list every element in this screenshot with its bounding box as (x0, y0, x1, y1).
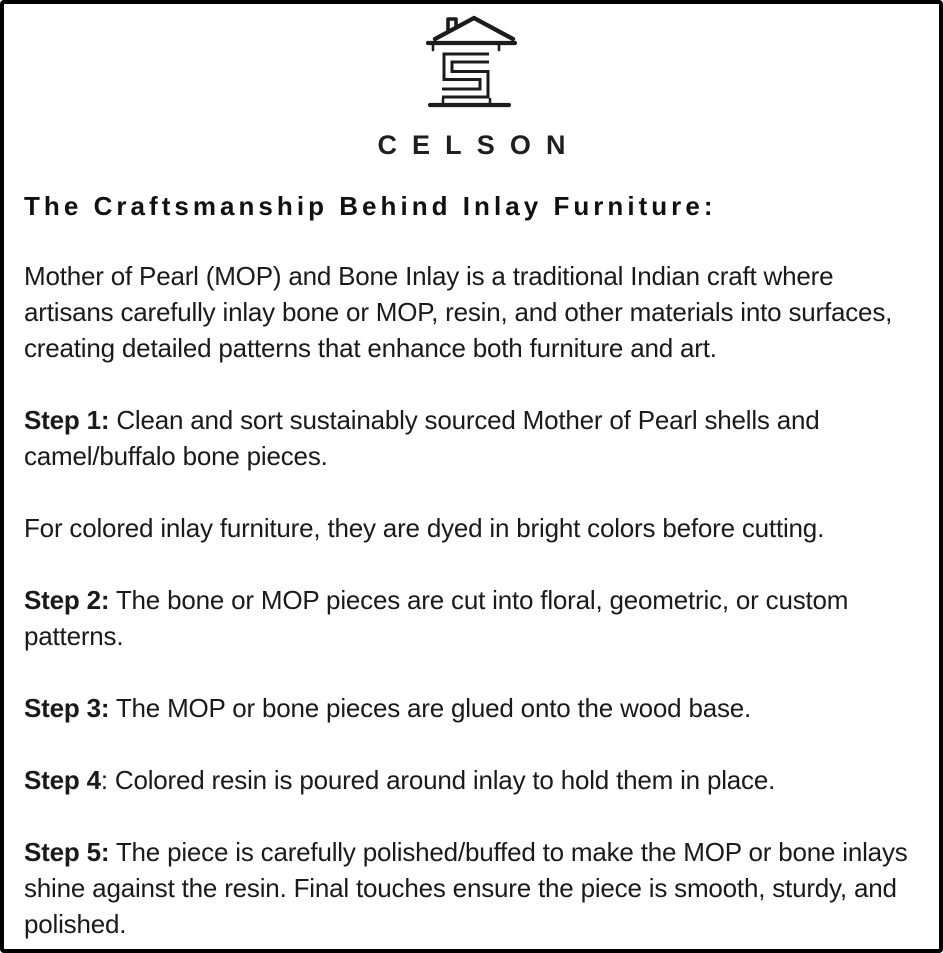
paragraph-text: The bone or MOP pieces are cut into flor… (24, 585, 849, 651)
step-label: Step 1: (24, 405, 110, 435)
paragraph-colored-inlay-note: For colored inlay furniture, they are dy… (24, 510, 921, 546)
step-label: Step 4 (24, 765, 101, 795)
paragraph-step-3: Step 3: The MOP or bone pieces are glued… (24, 690, 921, 726)
paragraph-text: The MOP or bone pieces are glued onto th… (109, 693, 752, 723)
paragraph-text: Mother of Pearl (MOP) and Bone Inlay is … (24, 261, 893, 363)
brand-wordmark: CELSON (377, 130, 581, 160)
section-heading: The Craftsmanship Behind Inlay Furniture… (24, 191, 717, 221)
celson-house-logo-icon (425, 15, 517, 108)
paragraph-step-4: Step 4: Colored resin is poured around i… (24, 762, 921, 798)
step-label: Step 5: (24, 837, 110, 867)
paragraph-step-1: Step 1: Clean and sort sustainably sourc… (24, 402, 921, 474)
paragraph-intro: Mother of Pearl (MOP) and Bone Inlay is … (24, 258, 921, 366)
paragraph-text: The piece is carefully polished/buffed t… (24, 837, 908, 939)
paragraph-step-2: Step 2: The bone or MOP pieces are cut i… (24, 582, 921, 654)
logo-container (22, 12, 921, 112)
paragraph-step-5: Step 5: The piece is carefully polished/… (24, 834, 921, 942)
paragraph-text: Clean and sort sustainably sourced Mothe… (24, 405, 820, 471)
step-label: Step 2: (24, 585, 110, 615)
paragraph-text: For colored inlay furniture, they are dy… (24, 513, 825, 543)
paragraph-text: : Colored resin is poured around inlay t… (100, 765, 776, 795)
step-label: Step 3: (24, 693, 110, 723)
